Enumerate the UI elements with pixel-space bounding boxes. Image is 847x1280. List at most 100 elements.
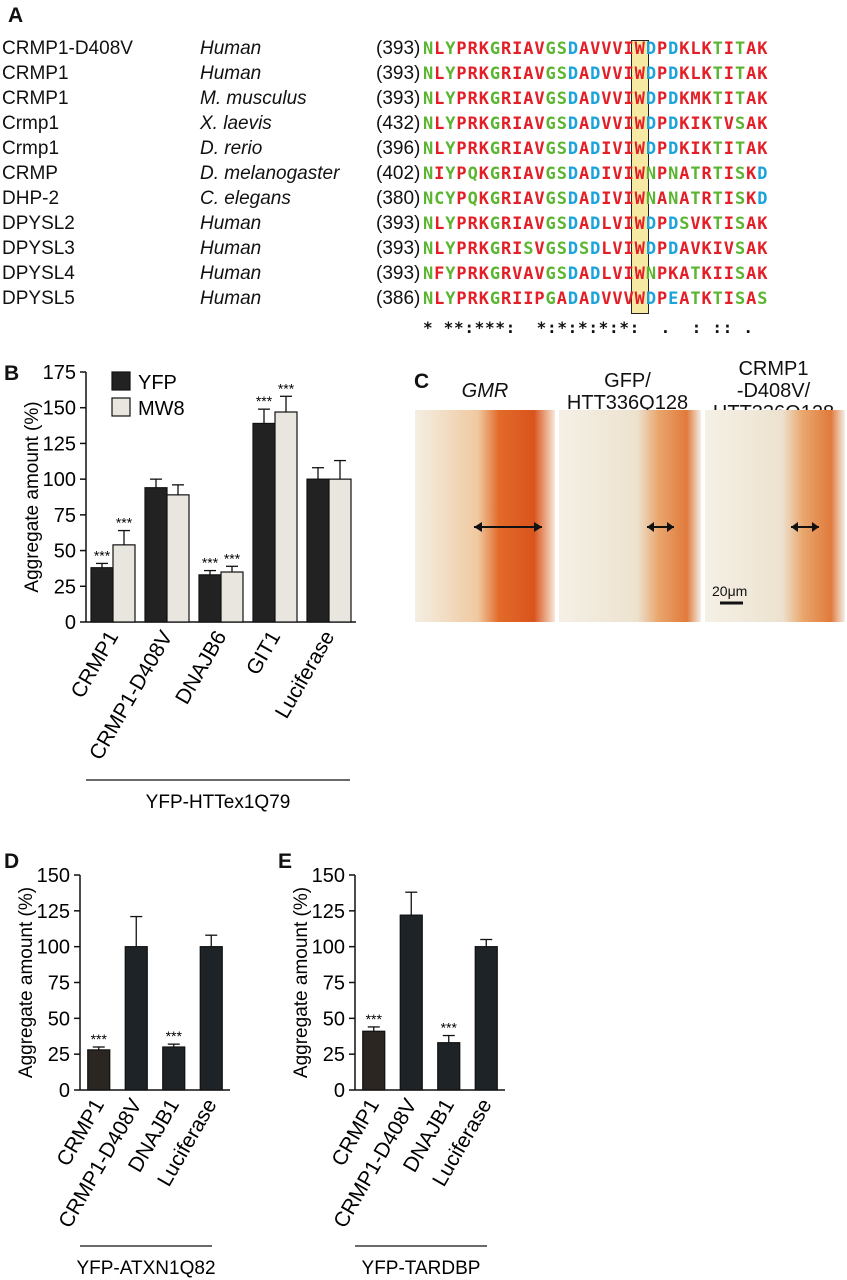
sequence: NLYPRKGRIAVGSDADVVIWDPDKIKTVSAK <box>423 114 769 134</box>
bar <box>198 574 222 623</box>
protein-name: DPYSL5 <box>2 288 75 309</box>
alignment-row: DPYSL3 Human (393) NLYPRKGRISVGSDSDLVIWDPDA… <box>0 238 847 263</box>
alignment-row: CRMP D. melanogaster (402) NIYPQKGRIAVGSDAD… <box>0 163 847 188</box>
residue-position: (396) <box>376 138 421 159</box>
y-tick-label: 150 <box>312 865 345 887</box>
species-name: Human <box>200 38 262 59</box>
sequence: NLYPRKGRIAVGSDADVVIWDPDKLKTITAK <box>423 64 769 84</box>
legend-swatch <box>111 397 131 417</box>
y-tick-label: 25 <box>54 576 76 598</box>
significance-label: *** <box>166 1028 183 1044</box>
significance-label: *** <box>366 1011 383 1027</box>
y-tick-label: 125 <box>43 433 76 455</box>
panel-a-label: A <box>8 4 24 27</box>
consensus-line: * **:***: *:*:*:*:*: . : :: . <box>423 318 754 337</box>
y-tick-label: 75 <box>48 973 70 995</box>
y-tick-label: 175 <box>43 362 76 384</box>
y-tick-label: 50 <box>323 1008 345 1030</box>
legend-swatch <box>111 371 131 391</box>
residue-position: (386) <box>376 288 421 309</box>
bar <box>437 1042 461 1091</box>
legend-label: MW8 <box>138 398 185 420</box>
residue-position: (393) <box>376 38 421 59</box>
protein-name: Crmp1 <box>2 138 60 159</box>
protein-name: CRMP1-D408V <box>2 38 133 59</box>
bar <box>90 567 114 623</box>
panel-d-label: D <box>4 850 20 873</box>
y-tick-label: 25 <box>48 1044 70 1066</box>
y-tick-label: 75 <box>54 505 76 527</box>
protein-name: DHP-2 <box>2 188 60 209</box>
d408-highlight-box <box>631 40 649 314</box>
significance-label: *** <box>94 547 111 563</box>
y-tick-label: 125 <box>312 901 345 923</box>
bar <box>362 1030 386 1091</box>
significance-label: *** <box>224 550 241 566</box>
alignment-row: Crmp1 X. laevis (432) NLYPRKGRIAVGSDADVVIWD… <box>0 113 847 138</box>
bar <box>274 411 298 623</box>
y-tick-label: 0 <box>334 1080 345 1102</box>
residue-position: (432) <box>376 113 421 134</box>
species-name: Human <box>200 63 262 84</box>
sequence: NLYPRKGRIAVGSDADIVIWDPDKIKTITAK <box>423 139 769 159</box>
bar <box>474 946 498 1091</box>
y-tick-label: 150 <box>43 398 76 420</box>
panel-b-label: B <box>4 362 20 385</box>
protein-name: CRMP <box>2 163 58 184</box>
residue-position: (393) <box>376 263 421 284</box>
y-axis-title: Aggregate amount (%) <box>291 887 312 1078</box>
sequence: NFYPRKGRVAVGSDADLVIWNPKATKIISAK <box>423 264 769 284</box>
residue-position: (393) <box>376 213 421 234</box>
legend-label: YFP <box>138 372 177 394</box>
residue-position: (393) <box>376 63 421 84</box>
species-name: Human <box>200 213 262 234</box>
residue-position: (402) <box>376 163 421 184</box>
alignment-row: DPYSL4 Human (393) NFYPRKGRVAVGSDADLVIWNPKA… <box>0 263 847 288</box>
y-tick-label: 0 <box>65 612 76 634</box>
bar <box>162 1046 186 1091</box>
species-name: M. musculus <box>200 88 307 109</box>
micrograph-title-gfp: GFP/ HTT336Q128 <box>566 370 689 414</box>
eye-micrographs <box>415 410 845 622</box>
micrograph-crmp1 <box>705 410 845 622</box>
sequence: NIYPQKGRIAVGSDADIVIWNPNATRTISKD <box>423 164 769 184</box>
sequence: NLYPRKGRIIPGADADVVVWDPEATKTISAS <box>423 289 769 309</box>
bar <box>112 544 136 623</box>
residue-position: (393) <box>376 238 421 259</box>
y-tick-label: 50 <box>48 1008 70 1030</box>
micrograph-gfp <box>559 410 701 622</box>
micrograph-gmr <box>415 410 555 622</box>
y-tick-label: 75 <box>323 973 345 995</box>
protein-name: DPYSL2 <box>2 213 75 234</box>
bar <box>199 946 223 1091</box>
y-tick-label: 125 <box>37 901 70 923</box>
group-label: YFP-HTTex1Q79 <box>146 792 291 813</box>
protein-name: DPYSL3 <box>2 238 75 259</box>
significance-label: *** <box>202 555 219 571</box>
protein-name: DPYSL4 <box>2 263 75 284</box>
y-axis-title: Aggregate amount (%) <box>16 887 37 1078</box>
y-axis-title: Aggregate amount (%) <box>22 401 43 592</box>
category-label: GIT1 <box>242 627 285 679</box>
bar <box>399 914 423 1091</box>
protein-name: CRMP1 <box>2 88 69 109</box>
species-name: X. laevis <box>200 113 272 134</box>
alignment-row: Crmp1 D. rerio (396) NLYPRKGRIAVGSDADIVIWDP… <box>0 138 847 163</box>
bar <box>124 946 148 1091</box>
y-tick-label: 25 <box>323 1044 345 1066</box>
y-tick-label: 150 <box>37 865 70 887</box>
species-name: D. rerio <box>200 138 263 159</box>
bar <box>252 422 276 623</box>
bar <box>328 478 352 623</box>
significance-label: *** <box>256 393 273 409</box>
y-tick-label: 0 <box>59 1080 70 1102</box>
alignment-row: DPYSL5 Human (386) NLYPRKGRIIPGADADVVVWDPEA… <box>0 288 847 313</box>
sequence: NCYPQKGRIAVGSDADIVIWNANATRTISKD <box>423 189 769 209</box>
category-label: CRMP1 <box>67 627 124 702</box>
scale-bar-label: 20μm <box>712 583 748 599</box>
bar <box>220 571 244 623</box>
protein-name: CRMP1 <box>2 63 69 84</box>
species-name: Human <box>200 238 262 259</box>
